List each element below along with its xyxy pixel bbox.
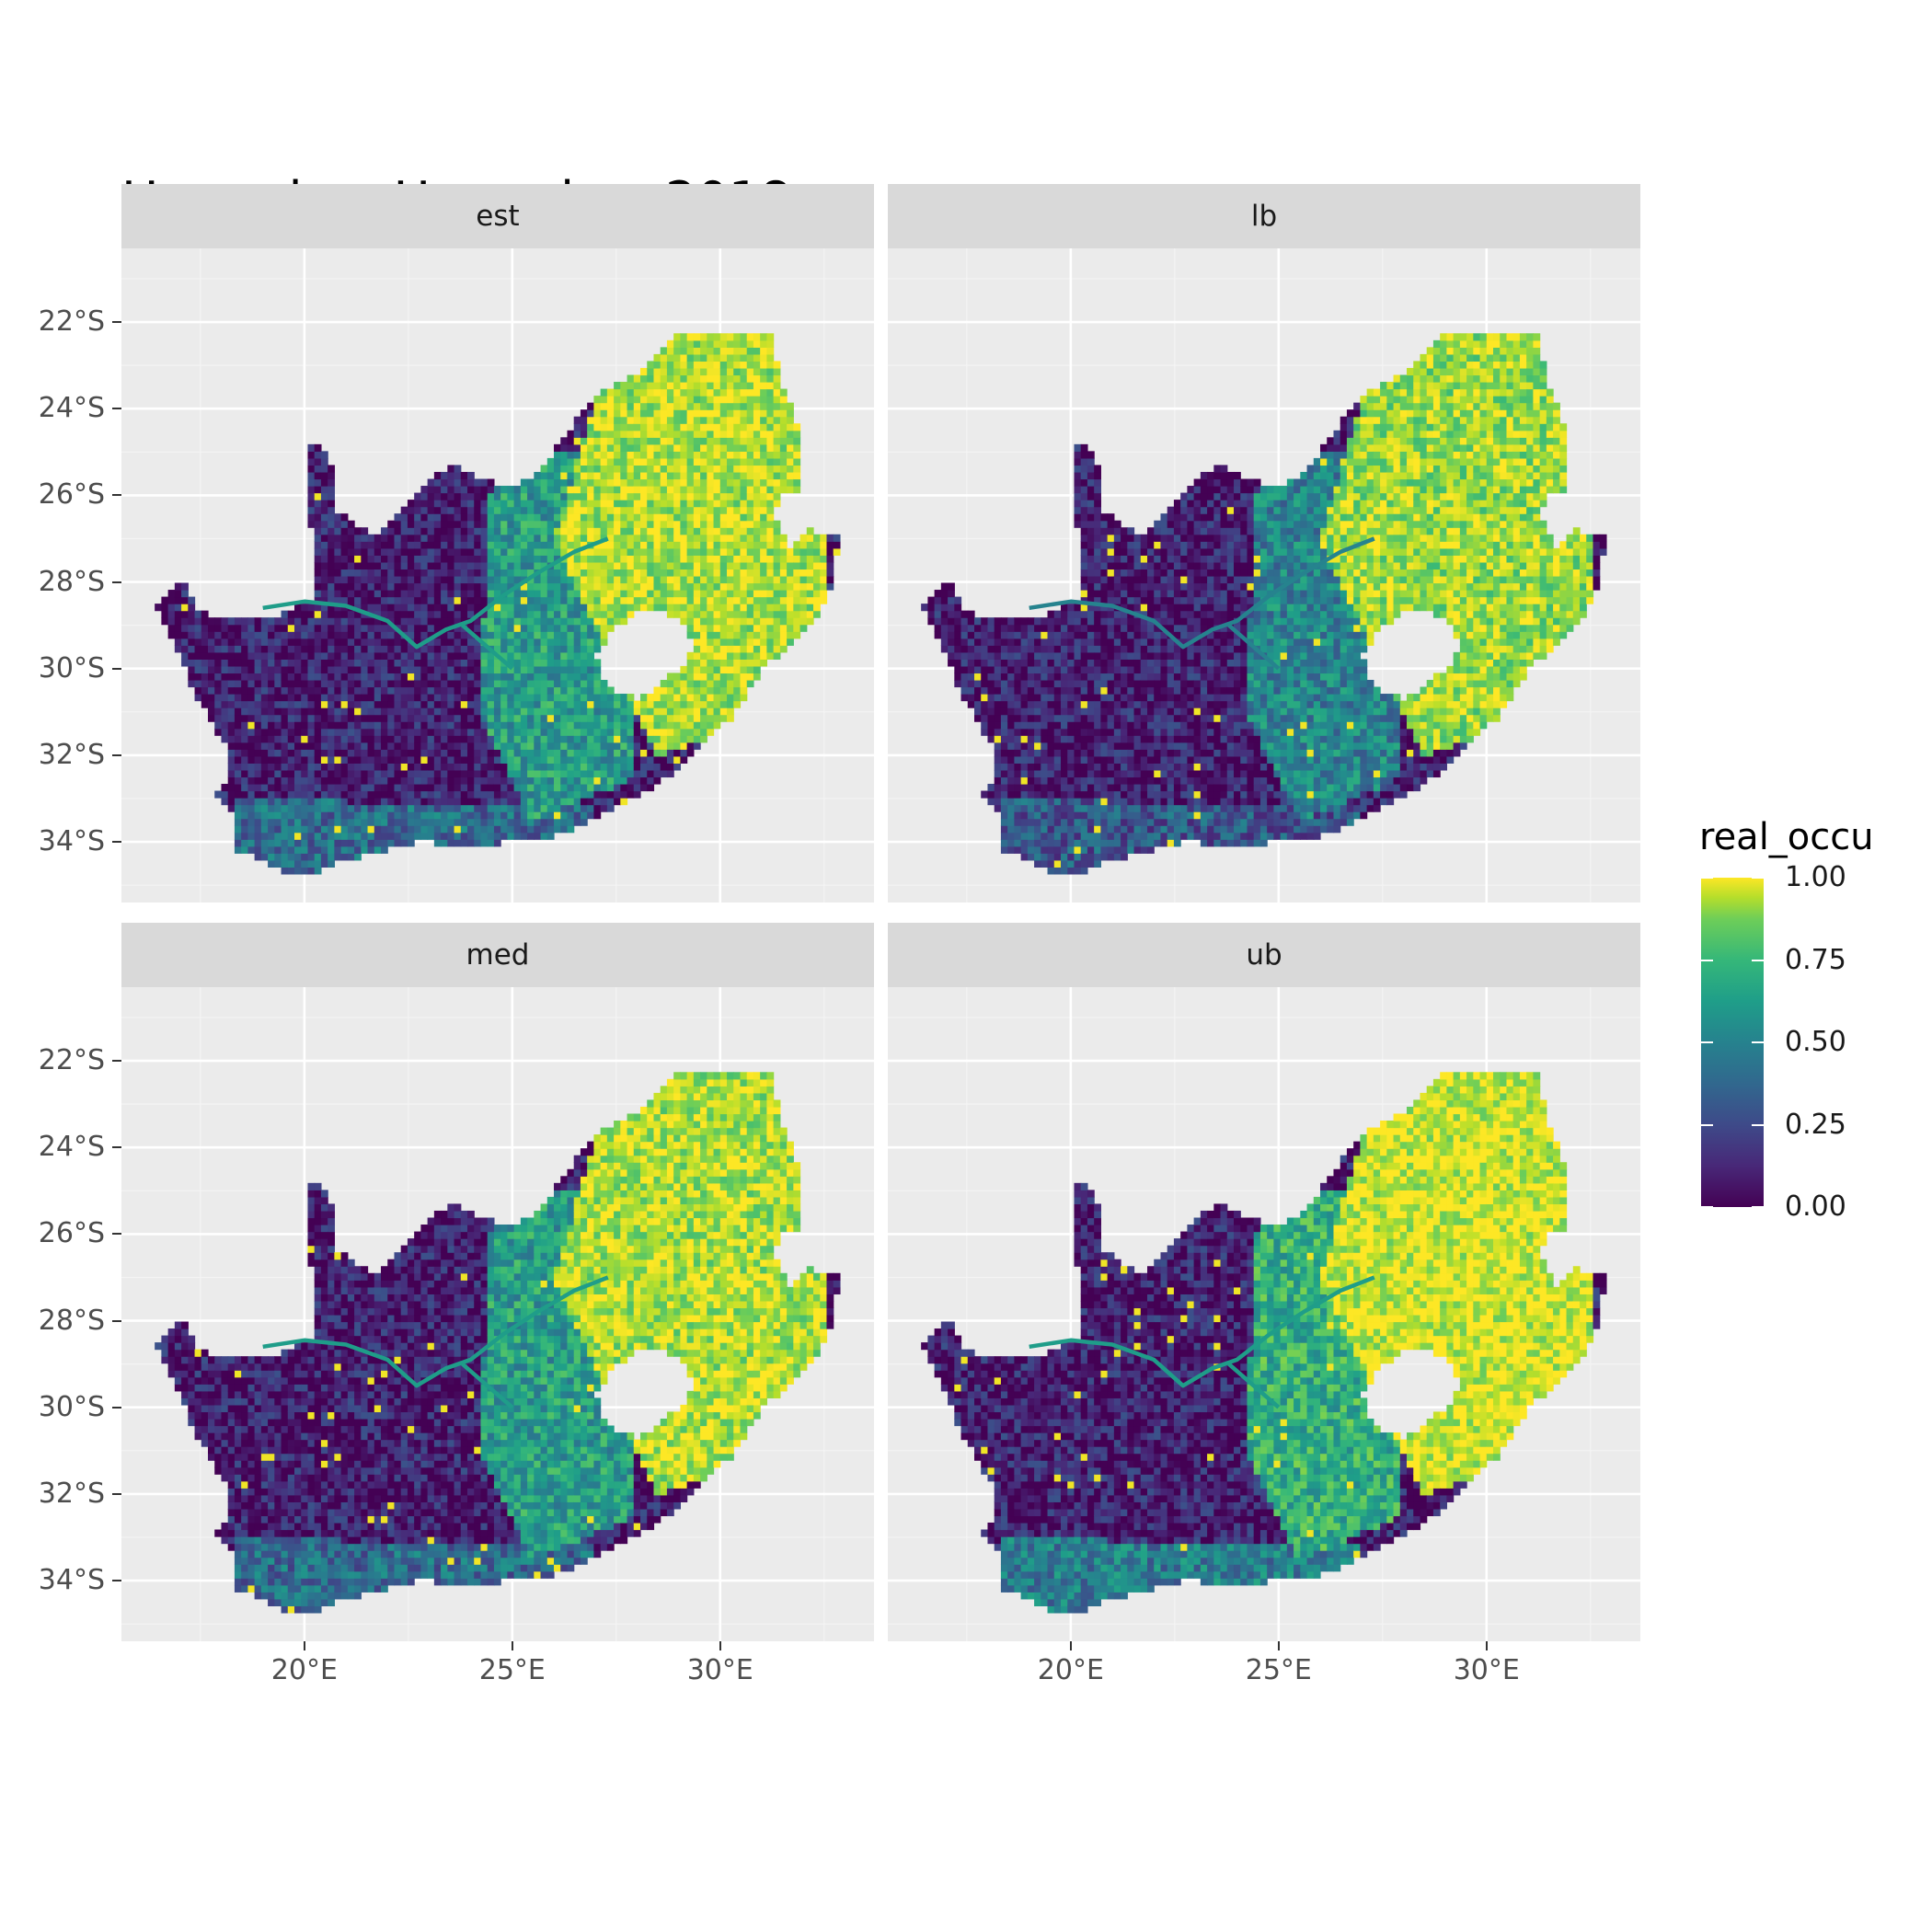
map-svg-ub [888,987,1640,1641]
y-tick-mark [112,1146,121,1149]
legend-tick-mark [1701,1123,1713,1126]
legend-tick-mark [1701,959,1713,961]
legend-tick-mark [1752,1123,1764,1126]
facet-strip-ub: ub [888,923,1640,987]
x-tick-mark [1485,1641,1488,1650]
y-tick-label: 34°S [38,825,105,858]
legend-tick-mark [1701,1206,1713,1208]
y-tick-label: 22°S [38,305,105,339]
legend-tick-label: 0.25 [1785,1108,1846,1141]
river-line-1 [1227,623,1281,671]
y-tick-mark [112,1492,121,1495]
legend-tick-mark [1752,959,1764,961]
river-line-0 [262,536,609,650]
x-tick-mark [511,1641,513,1650]
map-panel-est [121,248,874,903]
river-line-1 [461,623,514,671]
legend-tick-label: 0.75 [1785,943,1846,976]
occupancy-raster-med [155,1072,841,1614]
x-tick-label: 20°E [1037,1654,1104,1686]
x-tick-label: 25°E [478,1654,546,1686]
y-tick-label: 26°S [38,1217,105,1250]
map-svg-med [121,987,874,1641]
river-line-0 [1029,1275,1375,1388]
legend-tick-mark [1752,877,1764,879]
facet-strip-med: med [121,923,874,987]
legend-tick-label: 0.00 [1785,1190,1846,1223]
map-panel-ub [888,987,1640,1641]
legend-tick-mark [1752,1206,1764,1208]
y-tick-mark [112,1319,121,1322]
x-tick-label: 25°E [1245,1654,1312,1686]
y-tick-label: 30°S [38,1390,105,1423]
y-tick-label: 26°S [38,478,105,512]
y-tick-mark [112,494,121,497]
y-tick-label: 30°S [38,651,105,684]
x-tick-mark [719,1641,721,1650]
legend-title: real_occu [1699,816,1874,858]
map-panel-lb [888,248,1640,903]
y-tick-mark [112,753,121,756]
y-tick-mark [112,1233,121,1236]
y-tick-mark [112,408,121,410]
legend-tick-label: 0.50 [1785,1026,1846,1058]
x-tick-mark [1277,1641,1280,1650]
y-tick-mark [112,1406,121,1409]
river-line-0 [1029,536,1375,650]
y-tick-mark [112,321,121,324]
map-panel-med [121,987,874,1641]
y-tick-mark [112,581,121,583]
river-line-0 [262,1275,609,1388]
y-tick-label: 34°S [38,1564,105,1597]
river-line-1 [461,1362,514,1409]
y-tick-label: 24°S [38,1131,105,1164]
facet-strip-lb: lb [888,184,1640,248]
y-tick-label: 32°S [38,738,105,771]
y-tick-label: 28°S [38,565,105,598]
facet-strip-est: est [121,184,874,248]
y-tick-label: 32°S [38,1477,105,1510]
x-tick-label: 30°E [1453,1654,1520,1686]
occupancy-raster-ub [921,1072,1607,1614]
occupancy-raster-est [155,333,841,875]
river-line-1 [1227,1362,1281,1409]
y-tick-label: 24°S [38,392,105,425]
legend-tick-mark [1752,1041,1764,1043]
occupancy-raster-lb [921,333,1607,875]
y-tick-mark [112,667,121,670]
y-tick-label: 28°S [38,1304,105,1337]
legend-tick-mark [1701,1041,1713,1043]
x-tick-mark [1069,1641,1072,1650]
x-tick-label: 20°E [270,1654,338,1686]
legend-tick-mark [1701,877,1713,879]
map-svg-est [121,248,874,903]
x-tick-mark [303,1641,305,1650]
x-tick-label: 30°E [686,1654,753,1686]
y-tick-label: 22°S [38,1044,105,1077]
y-tick-mark [112,841,121,844]
y-tick-mark [112,1580,121,1582]
legend-tick-label: 1.00 [1785,861,1846,893]
y-tick-mark [112,1060,121,1063]
map-svg-lb [888,248,1640,903]
